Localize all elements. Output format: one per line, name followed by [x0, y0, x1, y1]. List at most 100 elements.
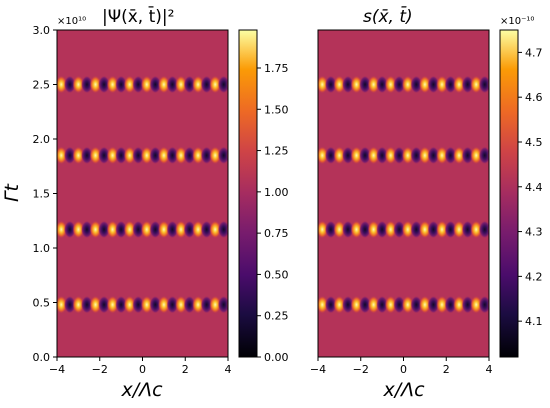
left-band-2-bright-spot: [106, 220, 119, 239]
right-band-4-dark-spot: [342, 75, 354, 94]
left-band-3-bright-spot: [106, 146, 119, 165]
left-band-3-dark-spot: [200, 146, 213, 165]
left-band-1-bright-spot: [158, 295, 170, 314]
right-band-3-bright-spot: [384, 146, 397, 165]
left-band-4-bright-spot: [72, 75, 85, 94]
left-band-4-dark-spot: [64, 75, 76, 94]
left-band-1-dark-spot: [98, 295, 110, 314]
right-band-1-dark-spot: [393, 295, 406, 314]
right-band-3-dark-spot: [444, 146, 457, 165]
right-band-4-bright-spot: [419, 75, 431, 94]
left-band-4-bright-spot: [57, 75, 68, 94]
left-band-2-bright-spot: [57, 220, 68, 239]
left-band-1-dark-spot: [81, 295, 93, 314]
right-band-3-dark-spot: [427, 146, 440, 165]
right-colorbar: [499, 29, 519, 358]
axis-ticks: −4 −2 0 2 4 0.0 0.5 1.0 1.5 2.0 2.5 3.0 −4 −2 0 2 4 0.00 0…: [33, 24, 543, 376]
left-band-2-dark-spot: [132, 220, 145, 239]
left-colorbar-tick-label: 1.75: [264, 62, 289, 75]
y-axis-label: Γt: [1, 182, 23, 202]
right-band-3-dark-spot: [461, 146, 474, 165]
left-band-3-dark-spot: [115, 146, 127, 165]
left-colorbar-tick-label: 1.00: [264, 186, 289, 199]
left-band-2-bright-spot: [72, 220, 85, 239]
left-colorbar-tick-label: 0.75: [264, 227, 289, 240]
right-band-1-bright-spot: [419, 295, 431, 314]
left-band-4-bright-spot: [140, 75, 153, 94]
left-band-2-dark-spot: [183, 220, 196, 239]
left-band-3-dark-spot: [183, 146, 196, 165]
left-band-2-dark-spot: [166, 220, 179, 239]
left-band-1-bright-spot: [192, 295, 204, 314]
right-band-2-dark-spot: [478, 220, 489, 239]
right-band-4-bright-spot: [333, 75, 346, 94]
right-band-4-dark-spot: [427, 75, 440, 94]
left-band-3-bright-spot: [57, 146, 68, 165]
left-band-3-bright-spot: [192, 146, 204, 165]
left-band-1-dark-spot: [132, 295, 145, 314]
y-tick-label: 2.0: [33, 133, 51, 146]
right-band-1-bright-spot: [436, 295, 448, 314]
right-band-4-dark-spot: [444, 75, 457, 94]
right-band-1-dark-spot: [376, 295, 388, 314]
left-colorbar-tick-label: 1.25: [264, 145, 289, 158]
left-band-1-dark-spot: [64, 295, 76, 314]
right-band-4-bright-spot: [318, 75, 329, 94]
left-band-4-dark-spot: [98, 75, 110, 94]
right-colorbar-tick-label: 4.2: [525, 270, 543, 283]
left-band-1-bright-spot: [175, 295, 187, 314]
left-band-1-dark-spot: [166, 295, 179, 314]
left-band-2-dark-spot: [149, 220, 162, 239]
right-band-2-bright-spot: [318, 220, 329, 239]
right-band-2-bright-spot: [419, 220, 431, 239]
right-band-4-bright-spot: [299, 76, 311, 94]
right-band-4-bright-spot: [436, 75, 448, 94]
right-band-3-bright-spot: [436, 146, 448, 165]
left-band-3-bright-spot: [140, 146, 153, 165]
left-band-3-dark-spot: [81, 146, 93, 165]
right-x-tick-label: 4: [486, 363, 493, 376]
right-x-axis-label: x/Λc: [382, 379, 425, 401]
left-colorbar-multiplier: ×10¹⁰: [57, 16, 86, 27]
left-x-tick-label: 2: [182, 363, 189, 376]
right-band-4-bright-spot: [401, 75, 414, 94]
left-band-4-dark-spot: [149, 75, 162, 94]
left-band-1-bright-spot: [72, 295, 85, 314]
left-band-4-bright-spot: [209, 75, 221, 94]
left-colorbar-tick-label: 0.50: [264, 268, 289, 281]
left-colorbar-tick-label: 0.25: [264, 310, 289, 323]
right-band-1-dark-spot: [461, 295, 474, 314]
y-tick-label: 3.0: [33, 24, 51, 37]
right-band-1-dark-spot: [410, 295, 423, 314]
left-band-3-dark-spot: [166, 146, 179, 165]
left-band-4-dark-spot: [81, 75, 93, 94]
left-band-4-dark-spot: [183, 75, 196, 94]
right-band-3-bright-spot: [299, 146, 311, 164]
right-band-1-bright-spot: [384, 295, 397, 314]
left-band-1-bright-spot: [106, 295, 119, 314]
right-band-2-dark-spot: [376, 220, 388, 239]
right-band-3-bright-spot: [470, 146, 482, 165]
right-x-tick-label: 0: [400, 363, 407, 376]
right-band-2-dark-spot: [461, 220, 474, 239]
left-band-2-bright-spot: [89, 220, 102, 239]
left-band-4-dark-spot: [115, 75, 127, 94]
right-colorbar-tick-label: 4.5: [525, 136, 543, 149]
right-band-2-bright-spot: [333, 220, 346, 239]
right-band-4-bright-spot: [367, 75, 380, 94]
left-band-4-dark-spot: [217, 75, 228, 94]
y-tick-label: 0.0: [33, 351, 51, 364]
left-colorbar-tick-label: 0.00: [264, 351, 289, 364]
left-band-3-dark-spot: [132, 146, 145, 165]
right-band-3-bright-spot: [318, 146, 329, 165]
left-x-tick-label: 0: [139, 363, 146, 376]
right-band-2-bright-spot: [453, 220, 465, 239]
right-band-4-dark-spot: [410, 75, 423, 94]
right-band-1-bright-spot: [318, 295, 329, 314]
left-band-1-dark-spot: [115, 295, 127, 314]
left-band-1-bright-spot: [209, 295, 221, 314]
right-band-4-dark-spot: [376, 75, 388, 94]
right-band-2-dark-spot: [444, 220, 457, 239]
y-tick-label: 0.5: [33, 297, 51, 310]
left-band-1-bright-spot: [57, 295, 68, 314]
